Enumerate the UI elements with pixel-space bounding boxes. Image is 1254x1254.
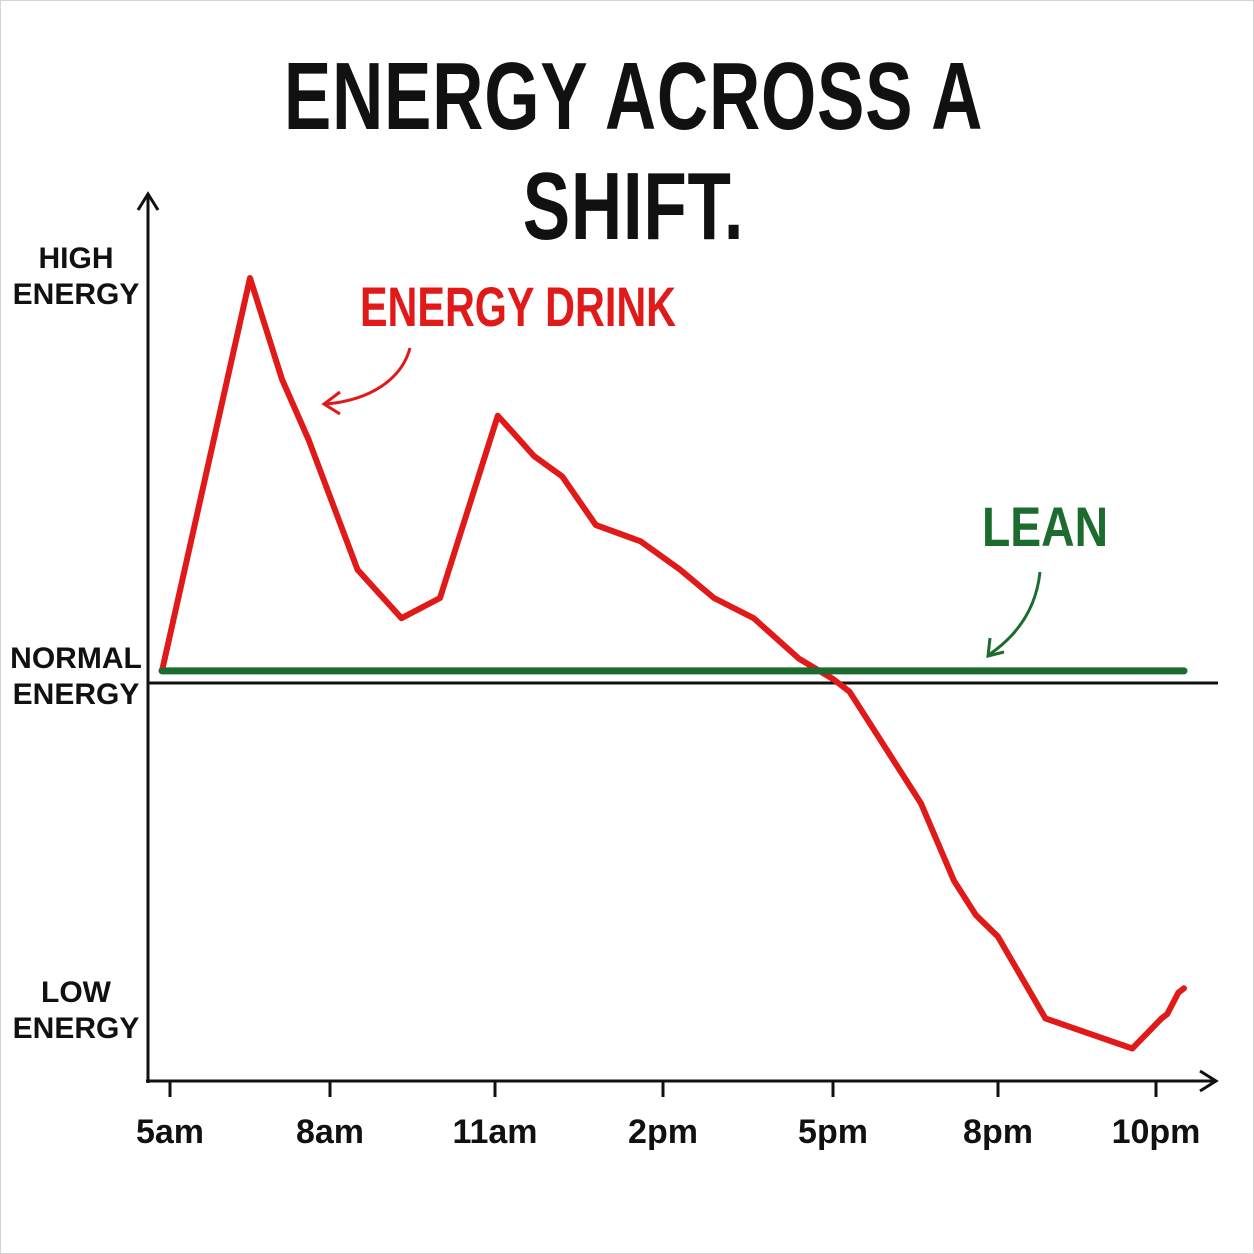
y-category-label: ENERGY: [13, 1012, 140, 1045]
x-axis-ticks: 5am 8am 11am 2pm 5pm 8pm 10pm: [136, 1081, 1200, 1151]
y-category-label: ENERGY: [13, 278, 140, 311]
energy-drink-annotation: ENERGY DRINK: [321, 275, 676, 416]
x-tick-label: 2pm: [628, 1113, 698, 1151]
x-tick-label: 5pm: [798, 1113, 868, 1151]
series-line-energy-drink: [159, 275, 1187, 1052]
x-tick-label: 8pm: [963, 1113, 1033, 1151]
x-tick-label: 8am: [296, 1113, 364, 1151]
x-axis: [146, 1069, 1219, 1093]
lean-pointer-arrow: [989, 571, 1042, 656]
energy-drink-pointer-arrow: [325, 347, 412, 406]
x-tick-label: 5am: [136, 1113, 204, 1151]
series-label-energy-drink: ENERGY DRINK: [360, 275, 676, 338]
series-lines: [158, 275, 1188, 1052]
x-tick-label: 10pm: [1112, 1113, 1201, 1151]
y-category-label: ENERGY: [13, 678, 140, 711]
y-category-label: LOW: [41, 976, 112, 1009]
y-category-label: HIGH: [39, 242, 114, 275]
chart-title: ENERGY ACROSS A SHIFT.: [283, 43, 984, 261]
x-tick-label: 11am: [452, 1113, 537, 1151]
lean-annotation: LEAN: [982, 495, 1108, 658]
series-label-lean: LEAN: [982, 495, 1108, 558]
y-category-label: NORMAL: [10, 642, 142, 675]
y-axis: [136, 191, 160, 1083]
